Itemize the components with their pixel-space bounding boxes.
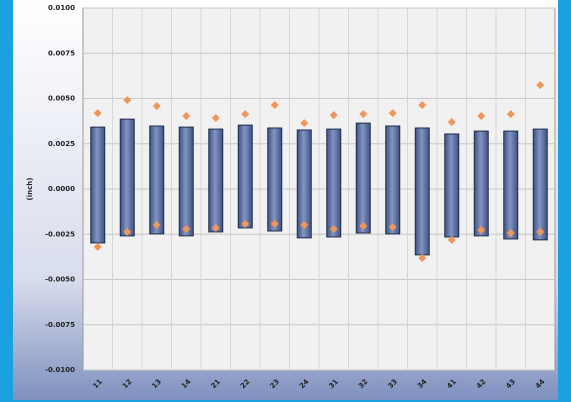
marker: [447, 235, 456, 244]
marker: [123, 227, 132, 236]
marker: [152, 221, 161, 230]
marker: [506, 110, 515, 119]
bar: [355, 122, 371, 234]
bar: [532, 128, 548, 241]
marker: [477, 112, 486, 121]
bar: [326, 128, 342, 238]
y-tick-label: 0.0075: [48, 49, 75, 57]
bar: [237, 124, 253, 229]
bar: [444, 133, 460, 238]
marker: [211, 223, 220, 232]
y-tick-label: -0.0025: [45, 230, 75, 238]
y-axis-label: (inch): [26, 178, 34, 201]
y-tick-label: -0.0075: [45, 321, 75, 329]
marker: [270, 219, 279, 228]
marker: [329, 111, 338, 120]
marker: [300, 221, 309, 230]
bar: [149, 125, 165, 235]
marker: [93, 109, 102, 118]
marker: [477, 225, 486, 234]
marker: [270, 101, 279, 110]
marker: [241, 110, 250, 119]
y-tick-label: -0.0050: [45, 276, 75, 284]
y-tick-label: 0.0050: [48, 95, 75, 103]
bar: [267, 127, 283, 232]
marker: [388, 223, 397, 232]
marker: [211, 114, 220, 123]
marker: [506, 228, 515, 237]
bar: [90, 126, 106, 244]
bar: [414, 127, 430, 256]
marker: [536, 81, 545, 90]
marker: [182, 225, 191, 234]
bar: [178, 126, 194, 237]
marker: [447, 118, 456, 127]
bar: [385, 125, 401, 235]
marker: [123, 96, 132, 105]
marker: [152, 102, 161, 111]
marker: [300, 119, 309, 128]
marker: [329, 225, 338, 234]
bar: [119, 118, 135, 237]
marker: [388, 109, 397, 118]
bar: [503, 130, 519, 240]
marker: [536, 227, 545, 236]
bar: [473, 130, 489, 237]
bar: [296, 129, 312, 239]
y-tick-label: 0.0000: [48, 185, 75, 193]
y-tick-label: 0.0100: [48, 4, 75, 12]
bar: [208, 128, 224, 233]
y-tick-label: -0.0100: [45, 366, 75, 374]
y-tick-label: 0.0025: [48, 140, 75, 148]
marker: [418, 101, 427, 110]
marker: [418, 253, 427, 262]
marker: [241, 219, 250, 228]
marker: [359, 110, 368, 119]
marker: [93, 242, 102, 251]
marker: [359, 221, 368, 230]
marker: [182, 112, 191, 121]
